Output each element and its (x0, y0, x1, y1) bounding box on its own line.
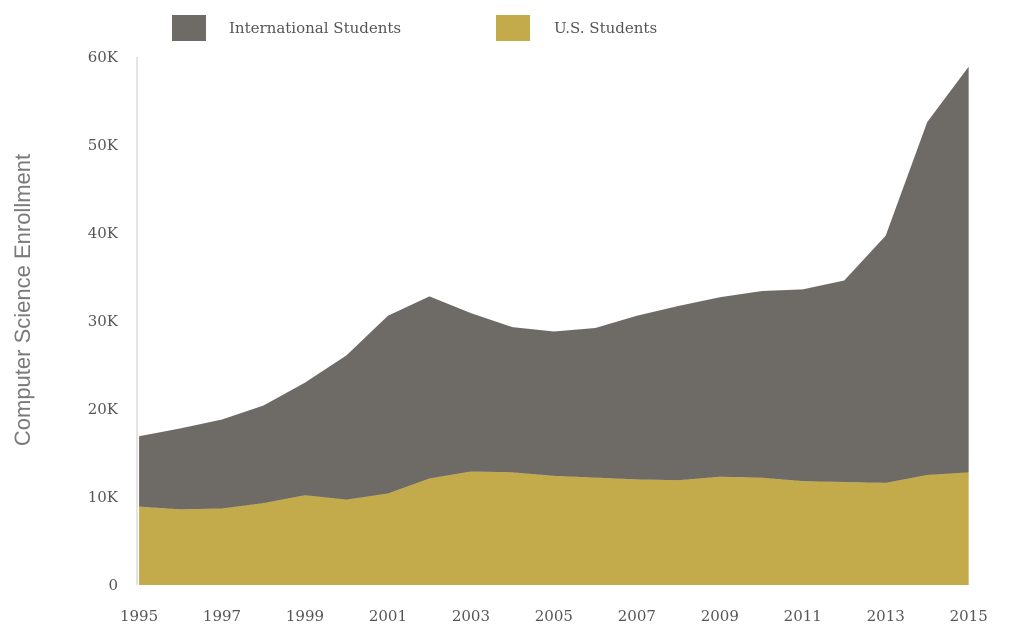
x-tick-label: 2001 (369, 607, 407, 625)
x-tick-label: 1995 (120, 607, 158, 625)
area-series-u-s-students (139, 471, 969, 585)
x-tick-label: 2011 (784, 607, 822, 625)
x-tick-label: 2007 (618, 607, 656, 625)
y-tick-label: 60K (88, 48, 119, 66)
y-tick-label: 50K (88, 136, 119, 154)
y-axis-label: Computer Science Enrollment (10, 154, 35, 446)
x-tick-label: 2009 (701, 607, 739, 625)
x-tick-label: 2005 (535, 607, 573, 625)
y-tick-label: 30K (88, 312, 119, 330)
x-tick-label: 2015 (950, 607, 988, 625)
plot-areas (139, 66, 969, 585)
legend-label-us-students: U.S. Students (554, 19, 657, 37)
y-tick-label: 40K (88, 224, 119, 242)
legend-swatch-us-students (496, 15, 530, 41)
y-tick-label: 10K (88, 488, 119, 506)
y-tick-label: 20K (88, 400, 119, 418)
x-axis-ticks: 1995 1997 1999 2001 2003 2005 2007 2009 2011 2013… (120, 607, 988, 625)
x-tick-label: 1997 (203, 607, 241, 625)
x-tick-label: 1999 (286, 607, 324, 625)
area-series-international-students (139, 66, 969, 510)
y-axis-ticks: 0 10K 20K 30K 40K 50K 60K (88, 48, 119, 594)
legend-label-international-students: International Students (229, 19, 401, 37)
legend: International Students U.S. Students (172, 15, 657, 41)
x-tick-label: 2003 (452, 607, 490, 625)
legend-swatch-international-students (172, 15, 206, 41)
y-tick-label: 0 (108, 576, 118, 594)
x-tick-label: 2013 (867, 607, 905, 625)
